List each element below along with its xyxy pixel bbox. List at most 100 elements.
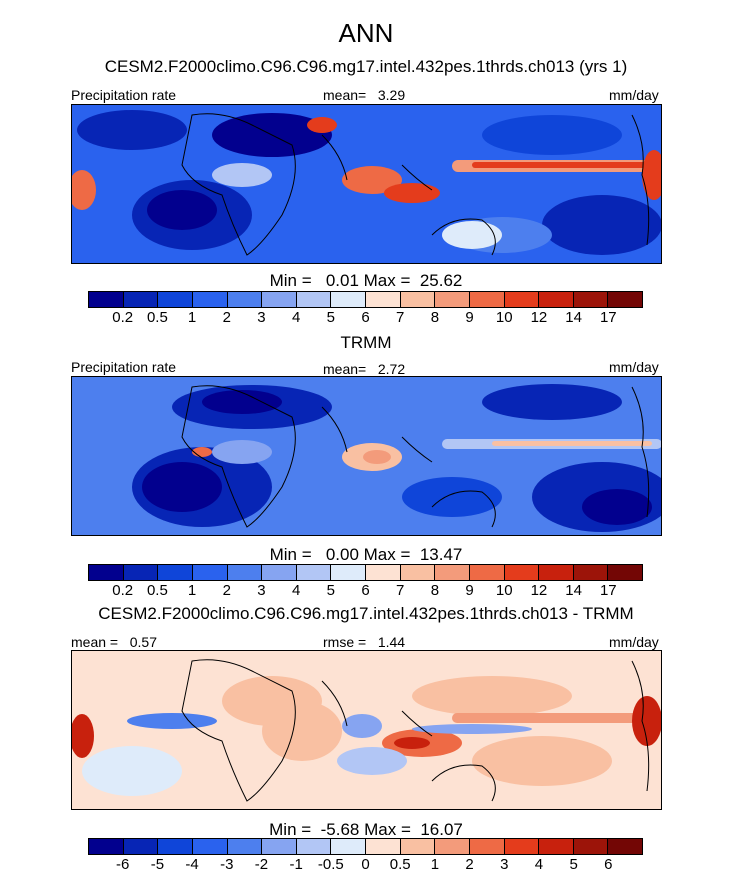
colorbar-swatch (573, 292, 609, 307)
colorbar-swatch (158, 292, 193, 307)
panel-3-colorbar (88, 838, 643, 855)
figure-title: ANN (338, 18, 394, 48)
colorbar-swatch (192, 839, 228, 854)
colorbar-tick-label: 1 (187, 309, 197, 326)
colorbar-tick-label: -1 (289, 856, 303, 873)
panel-3-colorbar-ticks: -6 -5 -4 -3 -2 -1 -0.5 0 0.5 1 2 3 4 5 6 (88, 856, 643, 876)
colorbar-tick-label: -3 (220, 856, 234, 873)
colorbar-tick-label: 8 (430, 582, 440, 599)
colorbar-tick-label: 9 (465, 582, 474, 599)
colorbar-tick-label: 4 (291, 309, 301, 326)
colorbar-tick-label: 0.5 (146, 309, 168, 326)
colorbar-tick-label: 14 (565, 582, 582, 599)
colorbar-swatch (400, 839, 436, 854)
panel-2-colorbar-ticks: 0.2 0.5 1 2 3 4 5 6 7 8 9 10 12 14 17 (88, 582, 643, 602)
panel-2-units-label: mm/day (609, 359, 659, 375)
colorbar-swatch (331, 565, 366, 580)
colorbar-tick-label: 17 (599, 309, 617, 326)
colorbar-swatch (469, 292, 505, 307)
colorbar-swatch (296, 565, 332, 580)
panel-3-units-label: mm/day (609, 634, 659, 650)
colorbar-tick-label: 2 (222, 309, 231, 326)
colorbar-swatch (89, 292, 124, 307)
panel-3-minmax: Min = -5.68 Max = 16.07 (269, 820, 463, 839)
colorbar-tick-label: 0.2 (112, 582, 134, 599)
colorbar-tick-label: 4 (291, 582, 301, 599)
colorbar-swatch (262, 839, 297, 854)
colorbar-tick-label: 0.5 (146, 582, 168, 599)
colorbar-swatch (504, 565, 540, 580)
colorbar-tick-label: 4 (534, 856, 544, 873)
panel-2-map (71, 376, 662, 536)
colorbar-swatch (539, 292, 574, 307)
panel-3-mean-label: mean = 0.57 (71, 634, 158, 650)
panel-1-mean-label: mean= 3.29 (323, 87, 406, 103)
colorbar-tick-label: 5 (326, 309, 335, 326)
panel-2-variable-label: Precipitation rate (71, 359, 177, 375)
panel-1-variable-label: Precipitation rate (71, 87, 177, 103)
colorbar-swatch (366, 292, 401, 307)
colorbar-tick-label: 8 (430, 309, 440, 326)
panel-1-colorbar-ticks: 0.2 0.5 1 2 3 4 5 6 7 8 9 10 12 14 17 (88, 309, 643, 329)
panel-1-units-label: mm/day (609, 87, 659, 103)
colorbar-swatch (539, 839, 574, 854)
colorbar-swatch (123, 565, 159, 580)
colorbar-tick-label: -5 (150, 856, 165, 873)
colorbar-tick-label: 14 (565, 309, 582, 326)
colorbar-tick-label: 12 (530, 582, 548, 599)
panel-2-minmax: Min = 0.00 Max = 13.47 (269, 545, 463, 564)
colorbar-swatch (366, 565, 401, 580)
panel-3-map (71, 650, 662, 810)
colorbar-swatch (469, 565, 505, 580)
colorbar-swatch (608, 565, 642, 580)
colorbar-tick-label: 1 (187, 582, 197, 599)
colorbar-tick-label: 10 (495, 309, 513, 326)
colorbar-swatch (158, 839, 193, 854)
colorbar-tick-label: 5 (569, 856, 578, 873)
colorbar-tick-label: 10 (495, 582, 513, 599)
colorbar-swatch (262, 292, 297, 307)
colorbar-tick-label: 7 (396, 582, 405, 599)
colorbar-swatch (400, 565, 436, 580)
panel-2-subtitle: TRMM (340, 333, 392, 352)
colorbar-tick-label: -0.5 (317, 856, 344, 873)
panel-3-rmse-label: rmse = 1.44 (323, 634, 406, 650)
colorbar-swatch (192, 292, 228, 307)
colorbar-swatch (469, 839, 505, 854)
colorbar-swatch (435, 565, 470, 580)
panel-1-map (71, 104, 662, 264)
colorbar-tick-label: 6 (361, 309, 370, 326)
colorbar-swatch (192, 565, 228, 580)
colorbar-swatch (608, 839, 642, 854)
panel-2-mean-label: mean= 2.72 (323, 361, 406, 377)
colorbar-tick-label: -6 (116, 856, 130, 873)
colorbar-swatch (89, 839, 124, 854)
colorbar-swatch (331, 292, 366, 307)
colorbar-tick-label: 3 (257, 309, 266, 326)
colorbar-swatch (608, 292, 642, 307)
colorbar-tick-label: 6 (604, 856, 613, 873)
colorbar-swatch (435, 839, 470, 854)
colorbar-tick-label: 6 (361, 582, 370, 599)
colorbar-tick-label: 12 (530, 309, 548, 326)
colorbar-tick-label: 0.5 (389, 856, 411, 873)
colorbar-tick-label: -2 (254, 856, 269, 873)
colorbar-swatch (158, 565, 193, 580)
colorbar-tick-label: 0 (361, 856, 370, 873)
colorbar-swatch (296, 292, 332, 307)
panel-1-minmax: Min = 0.01 Max = 25.62 (269, 271, 463, 290)
colorbar-tick-label: 2 (222, 582, 231, 599)
colorbar-swatch (400, 292, 436, 307)
colorbar-swatch (123, 292, 159, 307)
colorbar-swatch (366, 839, 401, 854)
colorbar-swatch (227, 292, 263, 307)
colorbar-swatch (435, 292, 470, 307)
colorbar-tick-label: 5 (326, 582, 335, 599)
colorbar-tick-label: 9 (465, 309, 474, 326)
colorbar-swatch (573, 565, 609, 580)
colorbar-swatch (89, 565, 124, 580)
colorbar-tick-label: 3 (257, 582, 266, 599)
colorbar-tick-label: 0.2 (112, 309, 134, 326)
colorbar-tick-label: 1 (430, 856, 440, 873)
colorbar-swatch (573, 839, 609, 854)
